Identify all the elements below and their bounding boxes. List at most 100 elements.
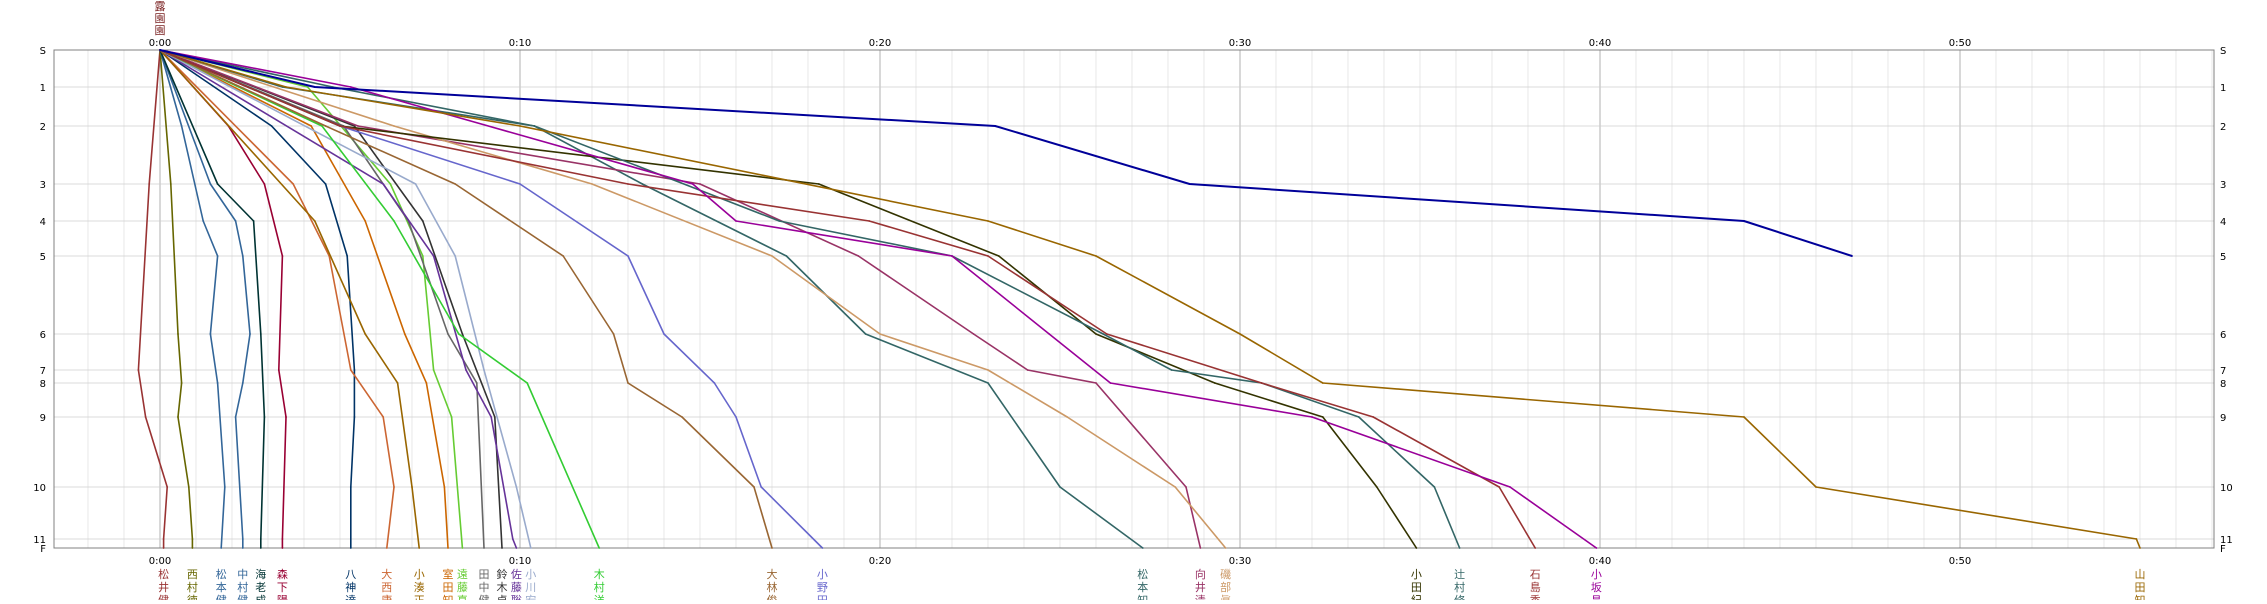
finisher-name-char: 山 (2135, 568, 2146, 581)
series-point (454, 255, 457, 257)
series-point (346, 255, 349, 257)
finisher-name-char: 田 (443, 581, 454, 594)
finisher-name-char: 村 (1454, 580, 1465, 594)
series-point (529, 547, 532, 549)
finisher-name-char: 鈴 (497, 567, 508, 581)
finisher-name-char: 川 (525, 581, 536, 594)
series-point (1224, 547, 1227, 549)
series-point (778, 220, 781, 222)
series-point (349, 369, 352, 371)
series-point (162, 547, 165, 549)
series-point (1174, 486, 1177, 488)
series-point (785, 255, 788, 257)
y-tick-label: 10 (33, 483, 46, 494)
series-line (159, 49, 1536, 549)
series-point (241, 255, 244, 257)
finisher-name-char: 井 (158, 580, 169, 594)
series-point (511, 538, 514, 540)
y-tick-label: 5 (40, 252, 46, 263)
x-tick-label: 0:50 (1949, 38, 1971, 49)
series-point (292, 183, 295, 185)
y-tick-label: 2 (40, 122, 46, 133)
finisher-name-char: 本 (216, 580, 227, 594)
top-start-label-char: 園 (155, 24, 166, 37)
series-point (997, 255, 1000, 257)
x-tick-label: 0:00 (149, 556, 171, 567)
y-tick-label: S (40, 46, 46, 57)
series-point (627, 183, 629, 185)
series-point (475, 382, 478, 384)
series-point (987, 255, 989, 257)
finisher-name-char: 小 (817, 568, 828, 581)
series-point (241, 538, 244, 540)
series-point (663, 333, 665, 335)
finisher-name-char: 眞 (1220, 593, 1231, 600)
series-point (166, 486, 169, 488)
series-point (457, 333, 460, 335)
series-point (277, 369, 280, 371)
finisher-name-char: 本 (1137, 580, 1148, 594)
series-point (483, 547, 485, 549)
series-point (285, 416, 287, 418)
series-point (691, 183, 694, 185)
series-point (364, 333, 367, 335)
y-tick-label: 4 (40, 217, 46, 228)
series-point (324, 183, 327, 185)
y-tick-label: 8 (40, 379, 46, 390)
finisher-name-char: 小 (1591, 568, 1602, 581)
finisher-name-char: 陽 (277, 594, 288, 600)
series-point (641, 183, 644, 185)
series-point (169, 183, 172, 185)
finisher-name-char: 坂 (1591, 581, 1602, 594)
series-point (1458, 547, 1461, 549)
series-point (349, 86, 352, 88)
series-point (414, 183, 417, 185)
y-tick-label: 9 (40, 413, 46, 424)
y-tick-label: 1 (40, 83, 46, 94)
series-point (1066, 416, 1069, 418)
finisher-name-char: 神 (345, 580, 356, 594)
series-point (627, 255, 629, 257)
series-point (1199, 547, 1202, 549)
finisher-name-char: 小 (1411, 568, 1422, 581)
series-point (533, 125, 536, 127)
x-tick-label: 0:20 (869, 38, 891, 49)
series-point (1433, 486, 1436, 488)
finisher-name-char: 大 (767, 567, 778, 581)
series-point (421, 220, 424, 222)
series-line (159, 49, 194, 548)
series-point (562, 255, 565, 257)
y-tick-label: 6 (2220, 330, 2226, 341)
finisher-name-char: 知 (2135, 593, 2146, 600)
finisher-name-char: 向 (1195, 567, 1206, 581)
series-point (234, 220, 237, 222)
series-point (396, 382, 399, 384)
finisher-name-char: 部 (1220, 580, 1231, 594)
series-point (421, 255, 424, 257)
series-line (159, 49, 532, 549)
series-point (1141, 547, 1144, 549)
finisher-name-char: 真 (457, 593, 468, 600)
x-tick-label: 0:40 (1589, 556, 1611, 567)
series-point (202, 220, 205, 222)
finisher-name-char: 田 (2135, 581, 2146, 594)
series-point (411, 486, 413, 488)
series-point (598, 547, 601, 549)
series-point (461, 333, 464, 335)
finisher-name-char: 田 (1411, 581, 1422, 594)
finisher-name-char: 野 (817, 581, 828, 594)
top-start-label-char: 園 (155, 12, 166, 25)
series-point (2139, 547, 2141, 549)
series-point (483, 369, 485, 371)
y-tick-label: 5 (2220, 252, 2226, 263)
finisher-name-char: 知 (443, 593, 454, 600)
series-point (1815, 486, 1817, 488)
x-tick-label: 0:10 (509, 556, 531, 567)
finisher-name-char: 林 (767, 580, 778, 594)
finisher-name-char: 健 (216, 594, 227, 600)
series-point (1170, 369, 1173, 371)
series-point (1321, 416, 1324, 418)
series-point (987, 382, 989, 384)
series-point (1357, 416, 1360, 418)
finisher-name-char: 松 (216, 567, 227, 581)
